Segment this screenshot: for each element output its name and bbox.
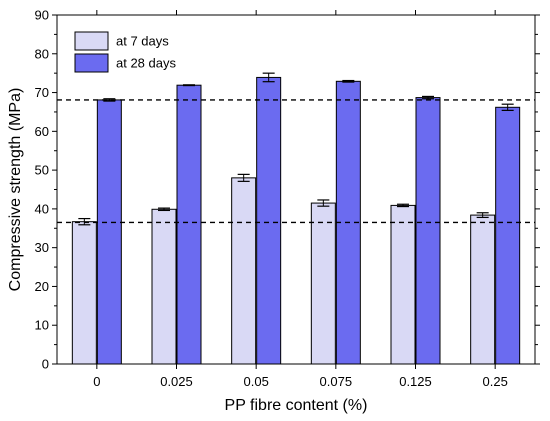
bar-7-days — [71, 221, 97, 365]
bar-28-days — [176, 84, 202, 365]
bar-28-days — [495, 106, 521, 365]
x-tick-label: 0.25 — [483, 374, 508, 389]
y-tick-label: 90 — [35, 8, 49, 23]
y-tick-label: 0 — [42, 357, 49, 372]
y-axis-title: Compressive strength (MPa) — [7, 88, 24, 292]
y-tick-label: 70 — [35, 85, 49, 100]
x-axis: 0 0.025 0.05 0.075 0.125 0.25 — [93, 10, 508, 389]
y-tick-label: 30 — [35, 240, 49, 255]
y-tick-label: 20 — [35, 279, 49, 294]
x-tick-label: 0.125 — [399, 374, 432, 389]
reference-lines-layer — [57, 99, 535, 224]
x-tick-label: 0.05 — [244, 374, 269, 389]
legend-swatch-7-days — [74, 31, 109, 51]
x-tick-label: 0.025 — [160, 374, 193, 389]
y-tick-label: 50 — [35, 163, 49, 178]
bar-28-days — [96, 99, 122, 365]
bar-28-days — [256, 76, 282, 365]
y-axis: 0 10 20 30 40 50 60 70 80 90 — [35, 8, 540, 372]
bar-28-days — [415, 97, 441, 365]
legend: at 7 days at 28 days — [74, 31, 176, 73]
y-tick-label: 80 — [35, 46, 49, 61]
bar-7-days — [310, 202, 336, 365]
x-tick-label: 0.075 — [320, 374, 353, 389]
x-tick-label: 0 — [93, 374, 100, 389]
y-tick-label: 10 — [35, 318, 49, 333]
x-axis-title: PP fibre content (%) — [225, 397, 368, 414]
legend-swatch-28-days — [74, 53, 109, 73]
bars-layer — [71, 76, 521, 365]
legend-label-28-days: at 28 days — [116, 56, 176, 71]
y-tick-label: 60 — [35, 124, 49, 139]
error-bars-layer — [78, 72, 514, 226]
legend-label-7-days: at 7 days — [116, 34, 169, 49]
bar-7-days — [390, 204, 416, 365]
y-tick-label: 40 — [35, 201, 49, 216]
bar-7-days — [470, 214, 496, 365]
bar-7-days — [151, 208, 177, 365]
bar-7-days — [231, 177, 257, 365]
